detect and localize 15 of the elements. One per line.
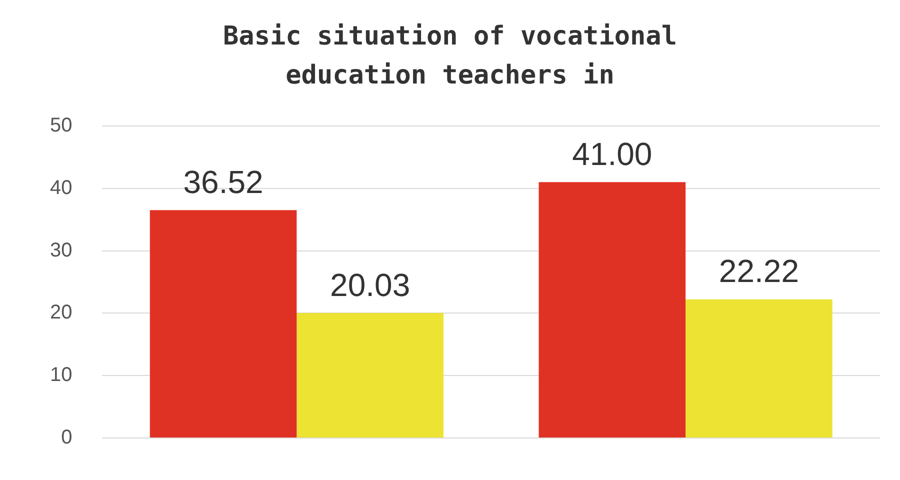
data-label: 36.52 bbox=[183, 164, 264, 200]
data-label: 20.03 bbox=[330, 266, 410, 303]
y-tick-label: 30 bbox=[50, 239, 72, 262]
bar bbox=[538, 182, 686, 438]
bar bbox=[150, 210, 297, 438]
bar bbox=[686, 299, 832, 438]
chart-title: Basic situation of vocational education teachers in bbox=[223, 21, 677, 90]
y-tick-label: 0 bbox=[61, 426, 72, 449]
y-tick-label: 10 bbox=[50, 364, 72, 386]
y-tick-label: 40 bbox=[50, 176, 72, 199]
data-label: 22.22 bbox=[718, 253, 799, 290]
y-tick-label: 50 bbox=[50, 114, 72, 137]
y-tick-label: 20 bbox=[50, 302, 72, 324]
data-label: 41.00 bbox=[572, 136, 652, 172]
bar bbox=[296, 313, 444, 438]
